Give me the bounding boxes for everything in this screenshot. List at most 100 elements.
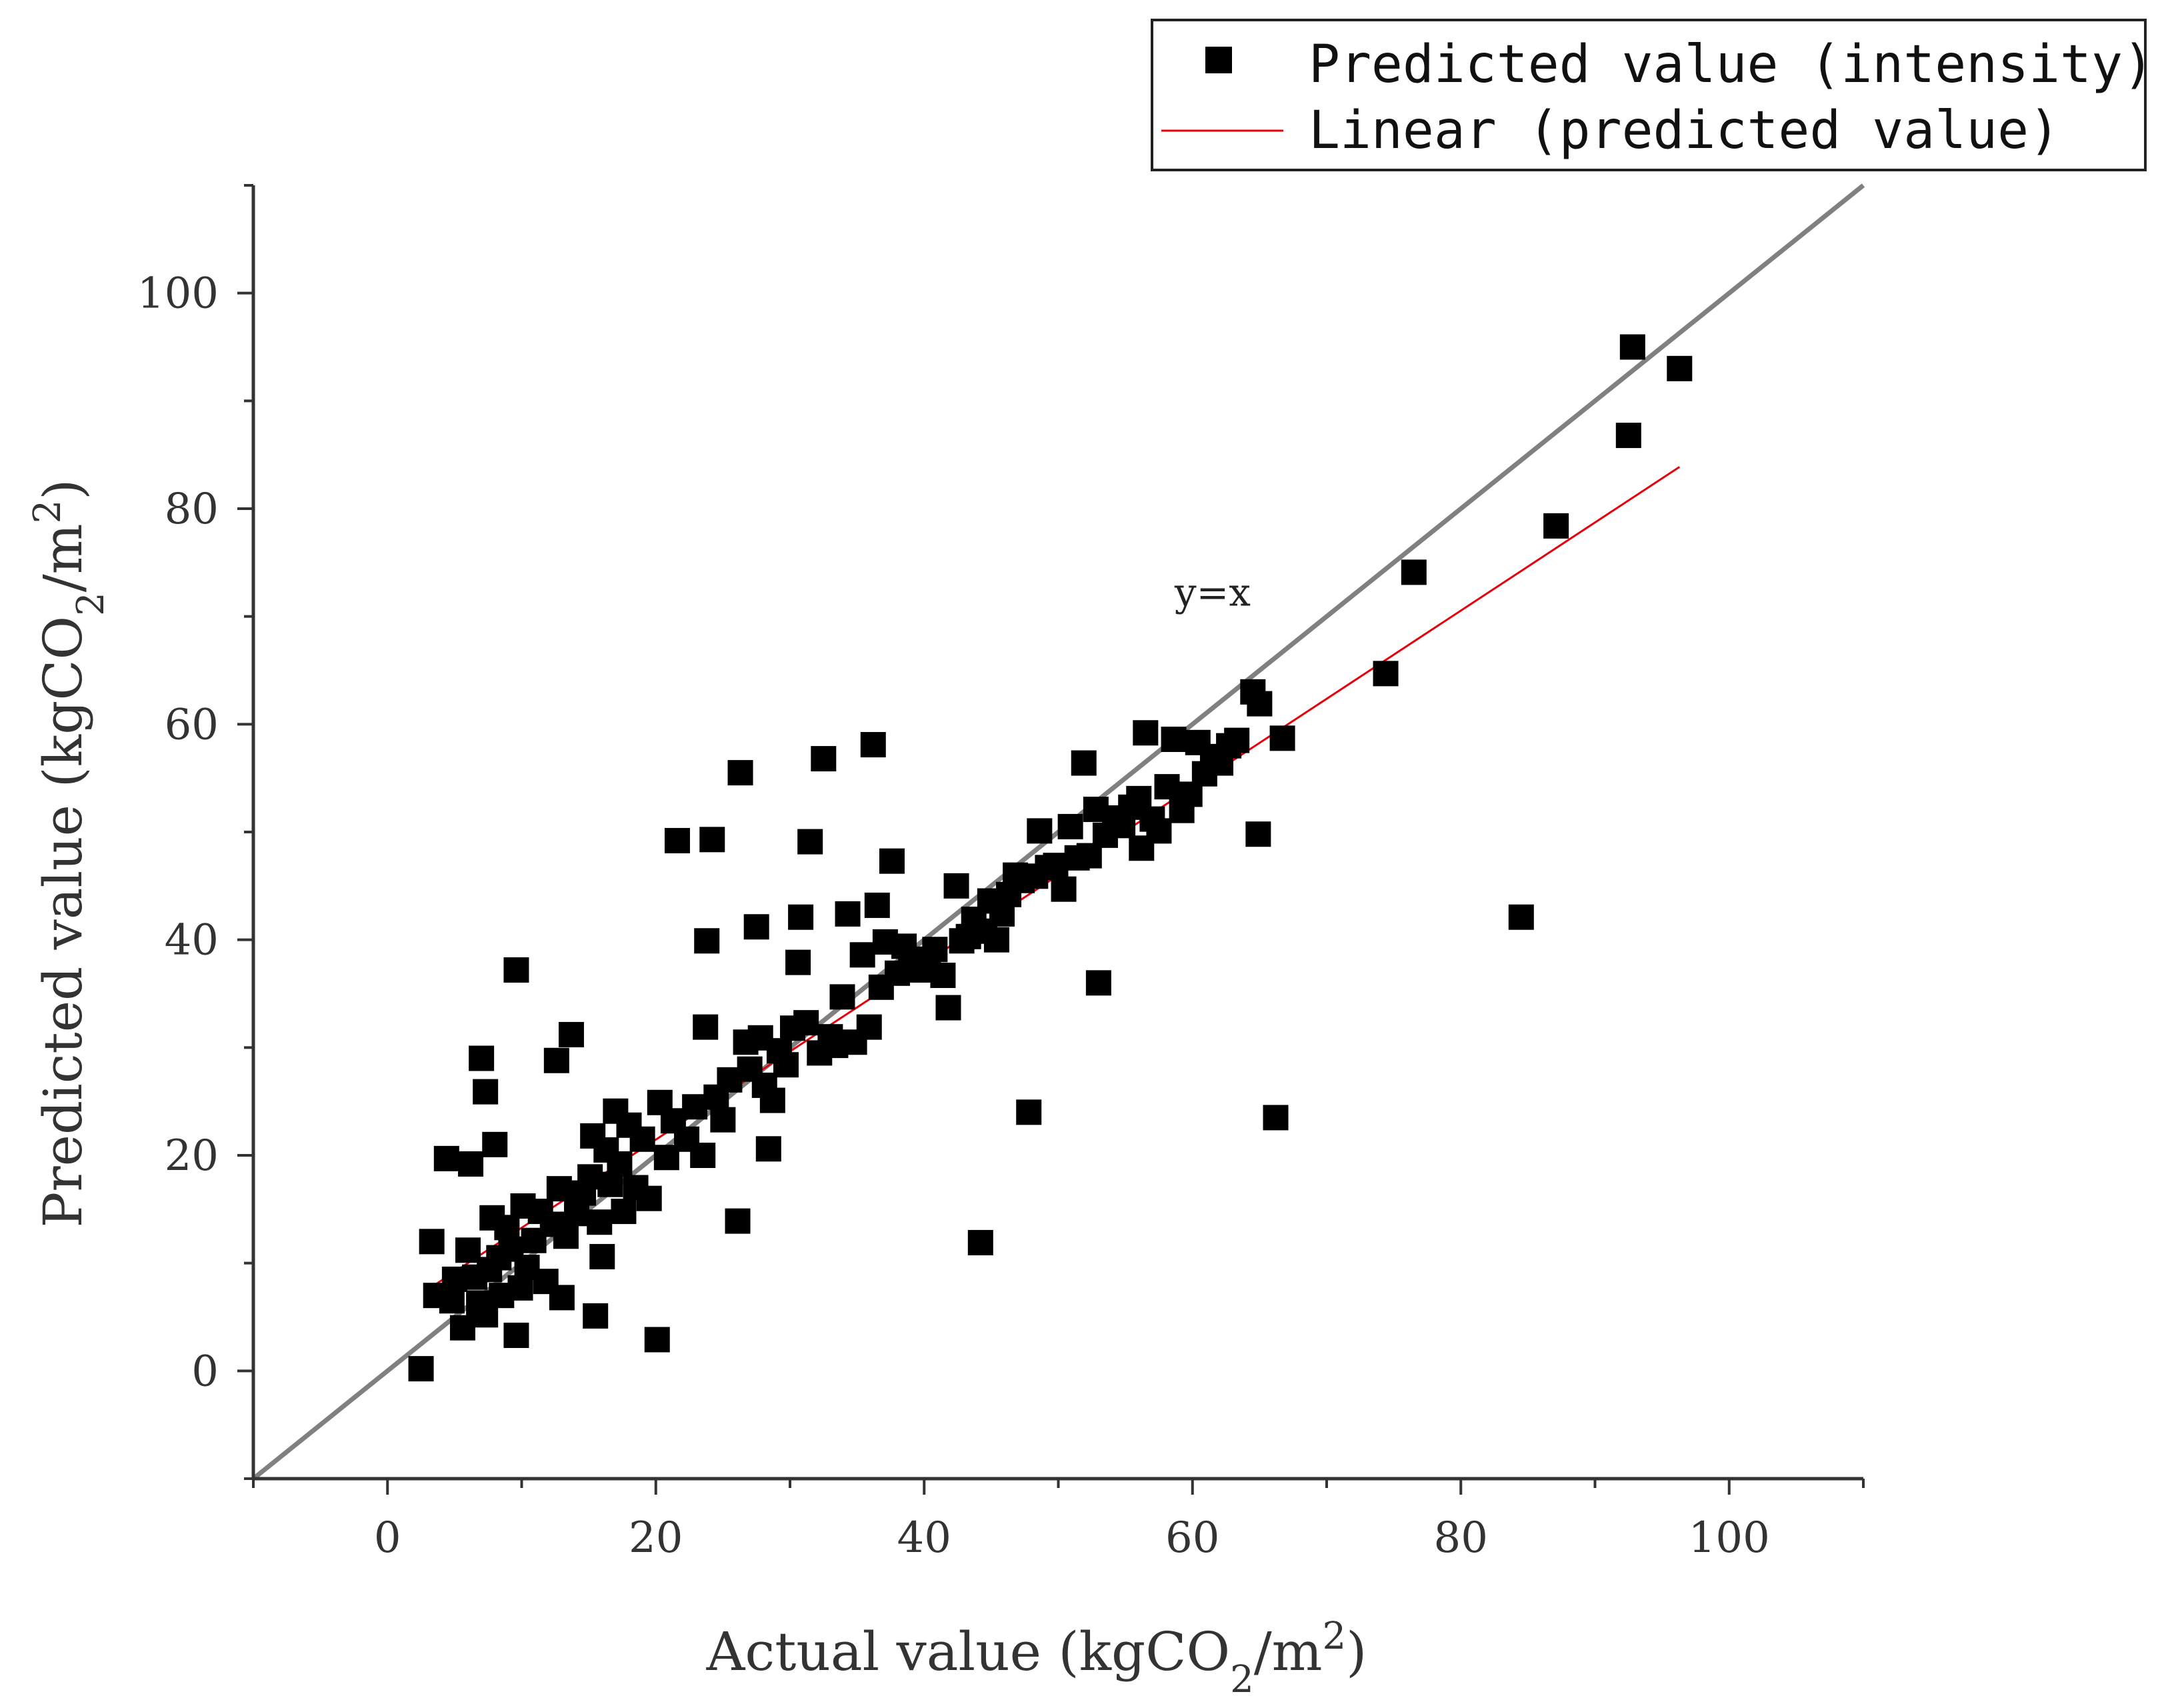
data-point: [797, 829, 823, 855]
identity-line-annotation: y=x: [1174, 570, 1251, 615]
data-point: [1619, 334, 1645, 360]
scatter-points: [408, 334, 1693, 1382]
x-tick-label: 20: [629, 1513, 683, 1563]
legend: Predicted value (intensity) Linear (pred…: [1151, 19, 2154, 171]
data-point: [1133, 720, 1159, 746]
data-point: [849, 942, 875, 968]
y-axis-title: Predicted value (kgCO2/m2): [26, 479, 113, 1228]
data-point: [755, 1136, 781, 1162]
y-tick-label: 100: [137, 269, 219, 319]
data-point: [1508, 904, 1534, 930]
x-tick-label: 100: [1689, 1513, 1770, 1563]
data-point: [1543, 513, 1569, 539]
data-point: [503, 957, 529, 983]
data-point: [549, 1285, 575, 1311]
x-axis-ticks: 0 20 40 60 80 100: [252, 1479, 1865, 1563]
data-point: [1146, 818, 1172, 844]
data-point: [930, 963, 956, 989]
data-point: [1373, 661, 1399, 687]
x-tick-label: 40: [897, 1513, 951, 1563]
legend-label-fit-line: Linear (predicted value): [1309, 101, 2060, 161]
data-point: [1057, 813, 1083, 839]
y-tick-label: 20: [165, 1131, 219, 1181]
data-point: [835, 901, 861, 927]
data-point: [1161, 726, 1187, 752]
data-point: [408, 1356, 434, 1382]
data-point: [629, 1126, 655, 1152]
data-point: [1043, 853, 1069, 879]
axes: 0 20 40 60 80 100 0 20 40 60 80 100: [137, 184, 1865, 1563]
data-point: [1071, 750, 1097, 776]
data-point: [664, 827, 690, 853]
data-point: [636, 1185, 662, 1211]
data-point: [1401, 559, 1427, 585]
data-point: [727, 760, 753, 786]
legend-label-points: Predicted value (intensity): [1309, 35, 2154, 95]
data-point: [682, 1094, 708, 1120]
data-point: [788, 904, 814, 930]
data-point: [611, 1199, 637, 1225]
data-point: [693, 1014, 719, 1040]
data-point: [482, 1131, 508, 1157]
data-point: [690, 1143, 716, 1168]
x-tick-label: 60: [1165, 1513, 1219, 1563]
data-point: [503, 1322, 529, 1348]
x-axis-title: Actual value (kgCO2/m2): [706, 1615, 1367, 1701]
data-point: [1016, 1099, 1042, 1125]
y-tick-label: 80: [165, 485, 219, 534]
data-point: [811, 746, 837, 772]
data-point: [589, 1243, 615, 1269]
data-point: [587, 1209, 613, 1235]
data-point: [1247, 691, 1273, 717]
data-point: [494, 1215, 520, 1241]
data-point: [879, 848, 905, 874]
data-point: [1667, 355, 1693, 381]
data-point: [1269, 725, 1295, 751]
data-point: [455, 1237, 481, 1263]
data-point: [458, 1151, 484, 1177]
data-point: [1154, 774, 1180, 800]
y-tick-label: 0: [191, 1347, 219, 1396]
data-point: [1085, 970, 1111, 996]
data-point: [860, 732, 886, 758]
data-point: [743, 914, 769, 940]
data-point: [785, 949, 811, 975]
data-point: [439, 1288, 465, 1314]
data-point: [1027, 818, 1053, 844]
data-point: [469, 1045, 495, 1071]
data-point: [1224, 727, 1250, 753]
data-point: [607, 1151, 633, 1177]
data-point: [694, 928, 720, 954]
data-point: [829, 984, 855, 1010]
y-axis-ticks: 0 20 40 60 80 100: [137, 184, 253, 1480]
x-tick-label: 0: [374, 1513, 401, 1563]
data-point: [793, 1010, 819, 1036]
data-point: [433, 1145, 459, 1171]
data-point: [553, 1223, 579, 1249]
data-point: [583, 1303, 609, 1329]
data-point: [943, 873, 969, 899]
data-point: [967, 1229, 993, 1255]
data-point: [558, 1021, 584, 1047]
data-point: [864, 892, 890, 918]
data-point: [543, 1047, 569, 1073]
data-point: [1051, 876, 1077, 902]
legend-box: [1151, 19, 2147, 171]
data-point: [710, 1107, 736, 1133]
data-point: [1245, 821, 1271, 847]
x-tick-label: 80: [1434, 1513, 1488, 1563]
data-point: [449, 1315, 475, 1341]
data-point: [856, 1014, 882, 1040]
data-point: [935, 995, 961, 1021]
data-point: [759, 1087, 785, 1113]
data-point: [419, 1229, 445, 1255]
data-point: [1615, 423, 1641, 449]
data-point: [983, 927, 1009, 953]
legend-square-marker: [1205, 47, 1232, 73]
y-tick-label: 60: [165, 700, 219, 749]
data-point: [546, 1176, 572, 1202]
data-point: [644, 1327, 670, 1353]
data-point: [773, 1052, 799, 1078]
data-point: [725, 1208, 751, 1234]
